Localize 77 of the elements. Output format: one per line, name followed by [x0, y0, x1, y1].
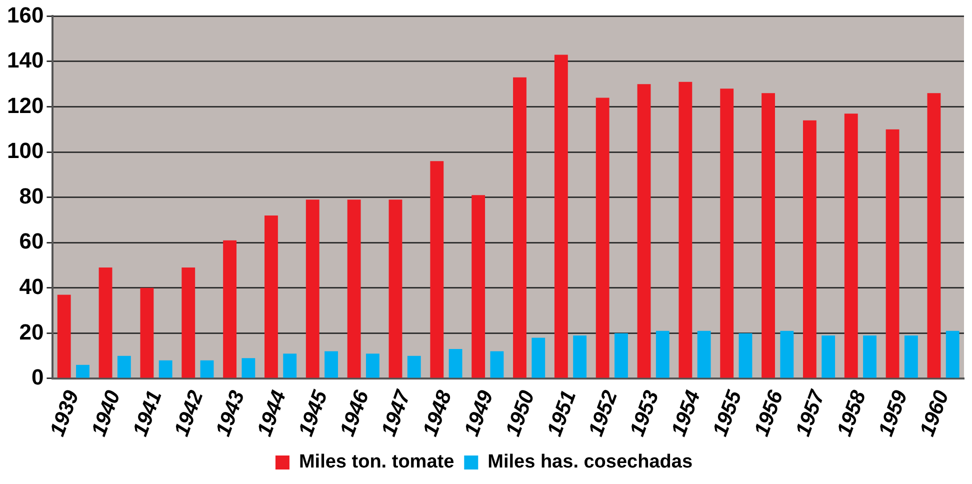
legend-label: Miles has. cosechadas	[488, 452, 693, 473]
bar	[614, 333, 628, 378]
x-tick-label: 1949	[460, 387, 498, 440]
bar	[886, 129, 900, 378]
legend-label: Miles ton. tomate	[298, 452, 454, 473]
bar	[822, 335, 836, 378]
x-tick-label: 1946	[336, 387, 374, 440]
bar	[656, 330, 670, 378]
bar	[347, 200, 361, 378]
y-tick-label: 80	[19, 183, 44, 208]
bar	[200, 360, 214, 378]
bar	[388, 200, 402, 378]
x-tick-label: 1955	[708, 387, 746, 440]
x-tick-label: 1943	[212, 387, 250, 440]
bar	[554, 54, 568, 378]
bar	[158, 360, 172, 378]
bar	[946, 330, 960, 378]
x-tick-label: 1941	[128, 388, 166, 440]
bar	[513, 77, 526, 378]
y-tick-label: 40	[19, 274, 44, 299]
x-tick-label: 1959	[874, 387, 912, 440]
bar	[844, 114, 858, 378]
bar	[306, 200, 320, 378]
bar	[223, 240, 236, 378]
bar	[324, 351, 338, 378]
bar	[366, 354, 380, 378]
bar	[762, 93, 775, 378]
x-tick-label: 1948	[418, 387, 456, 440]
x-tick-label: 1940	[87, 387, 126, 440]
bar	[140, 288, 154, 378]
bar	[182, 268, 196, 378]
bar	[927, 93, 941, 378]
bar	[904, 335, 918, 378]
bar	[780, 330, 794, 378]
bar	[430, 161, 444, 378]
y-tick-label: 160	[6, 2, 44, 28]
bar	[678, 82, 692, 378]
x-tick-label: 1945	[294, 387, 332, 440]
bar	[697, 330, 711, 378]
bar	[117, 356, 131, 378]
bar	[242, 358, 256, 378]
bar	[407, 356, 421, 378]
bar	[57, 294, 71, 378]
bar	[472, 195, 486, 378]
bar	[264, 215, 278, 378]
y-tick-label: 20	[19, 319, 44, 344]
x-tick-label: 1954	[667, 387, 706, 440]
bar	[573, 335, 587, 378]
bar	[863, 335, 876, 378]
bar	[490, 351, 504, 378]
bar	[738, 333, 752, 378]
x-tick-label: 1939	[46, 387, 84, 440]
bar	[637, 84, 651, 378]
y-tick-label: 0	[31, 364, 44, 390]
bar	[802, 120, 816, 378]
x-tick-label: 1942	[170, 387, 208, 440]
bar	[596, 98, 610, 378]
bar	[76, 364, 90, 378]
y-tick-label: 100	[6, 138, 44, 164]
bar	[98, 268, 112, 378]
x-tick-label: 1947	[377, 386, 416, 440]
x-tick-label: 1960	[916, 387, 954, 440]
x-tick-label: 1952	[584, 387, 622, 440]
y-tick-label: 140	[6, 48, 44, 73]
x-tick-label: 1956	[750, 387, 788, 440]
x-tick-label: 1950	[502, 387, 540, 440]
x-tick-label: 1951	[543, 388, 581, 440]
x-tick-label: 1944	[253, 387, 291, 440]
y-tick-label: 60	[19, 228, 44, 254]
x-tick-label: 1953	[626, 387, 664, 440]
bar	[448, 349, 462, 378]
x-tick-label: 1957	[792, 386, 830, 440]
x-tick-label: 1958	[833, 387, 871, 440]
bar	[720, 88, 734, 378]
bar	[283, 354, 297, 378]
y-tick-label: 120	[6, 92, 44, 118]
bar	[532, 338, 546, 378]
